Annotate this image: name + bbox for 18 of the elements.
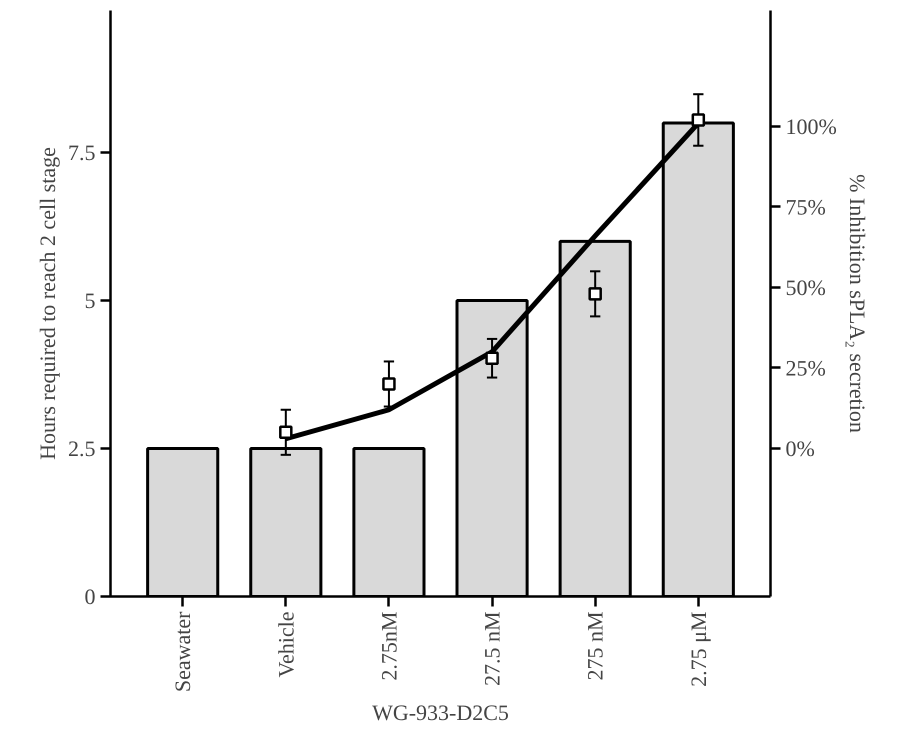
y-tick-label: 2.5 bbox=[68, 436, 96, 462]
y2-tick-label: 0% bbox=[786, 436, 815, 461]
x-tick-label: 275 nM bbox=[582, 612, 608, 681]
y-axis-title: Hours required to reach 2 cell stage bbox=[35, 147, 60, 460]
y2-tick-label: 75% bbox=[786, 194, 826, 220]
y2-tick-label: 50% bbox=[786, 274, 826, 300]
x-tick-label: 2.75 μM bbox=[686, 611, 711, 687]
x-tick-label: 27.5 nM bbox=[480, 612, 505, 686]
x-tick-label: Vehicle bbox=[273, 612, 298, 678]
x-axis-title: WG-933-D2C5 bbox=[372, 700, 509, 726]
y2-axis-title: % Inhibition sPLA₂ secretion bbox=[844, 174, 870, 433]
y2-tick-label: 25% bbox=[786, 355, 826, 380]
y-tick-label: 0 bbox=[84, 584, 96, 609]
x-tick-label: Seawater bbox=[170, 610, 196, 692]
y-tick-label: 7.5 bbox=[68, 140, 96, 166]
x-tick-label: 2.75nM bbox=[376, 612, 402, 681]
y2-tick-label: 100% bbox=[786, 114, 837, 139]
y-tick-label: 5 bbox=[84, 288, 96, 314]
